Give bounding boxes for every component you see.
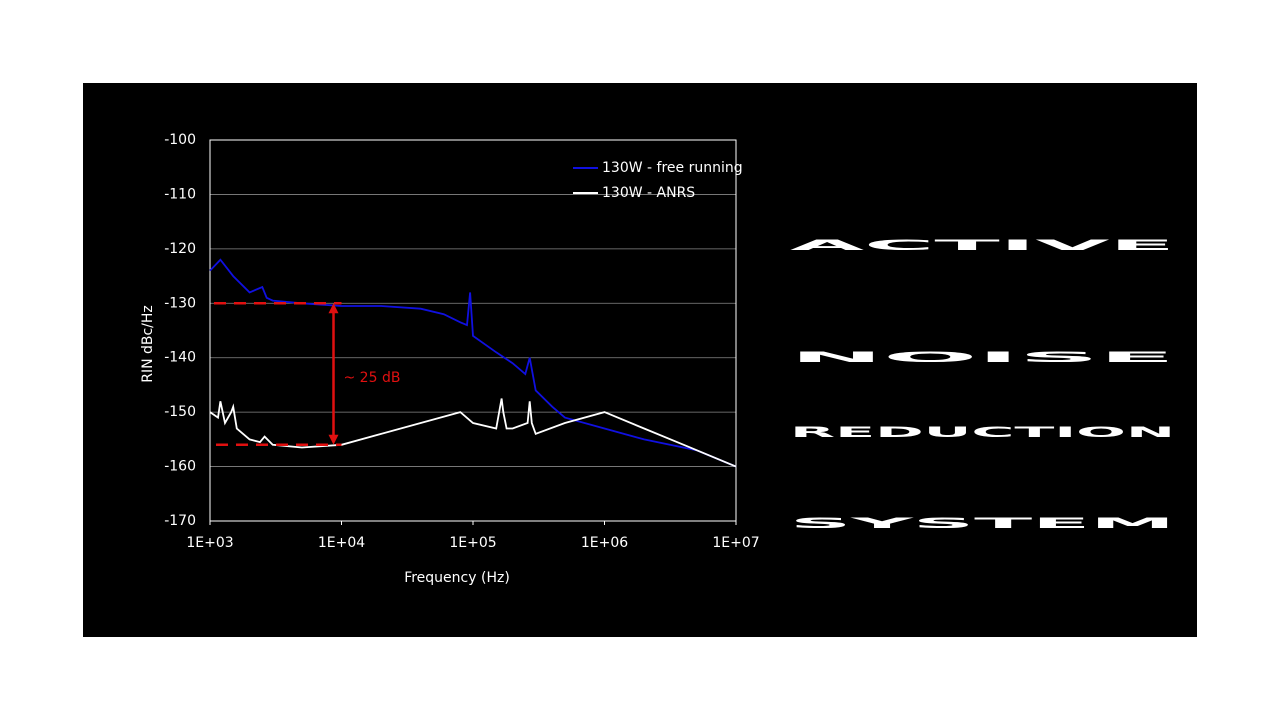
y-axis-label: RIN dBc/Hz	[140, 305, 156, 383]
y-tick-label: -150	[164, 404, 196, 420]
annotation-text: ~ 25 dB	[344, 370, 401, 386]
series-line	[209, 258, 737, 468]
y-tick-label: -100	[164, 132, 196, 148]
y-tick-label: -140	[164, 350, 196, 366]
headline-line: SYSTEM	[790, 516, 1175, 532]
panel	[83, 83, 1197, 637]
y-tick-label: -160	[164, 459, 196, 475]
x-tick-label: 1E+04	[318, 535, 365, 551]
x-tick-label: 1E+06	[581, 535, 628, 551]
legend-label: 130W - ANRS	[602, 185, 695, 201]
y-tick-label: -120	[164, 241, 196, 257]
headline-line: REDUCTION	[790, 425, 1175, 441]
x-tick-label: 1E+05	[449, 535, 496, 551]
x-axis-label: Frequency (Hz)	[404, 570, 510, 586]
y-tick-label: -110	[164, 186, 196, 202]
headline-line: NOISE	[790, 350, 1175, 366]
x-tick-label: 1E+07	[712, 535, 759, 551]
headline-line: ACTIVE	[790, 238, 1175, 254]
x-tick-label: 1E+03	[186, 535, 233, 551]
series-line	[209, 398, 737, 468]
legend-label: 130W - free running	[602, 160, 743, 176]
y-tick-label: -170	[164, 513, 196, 529]
plot-frame	[209, 139, 737, 522]
y-tick-label: -130	[164, 295, 196, 311]
